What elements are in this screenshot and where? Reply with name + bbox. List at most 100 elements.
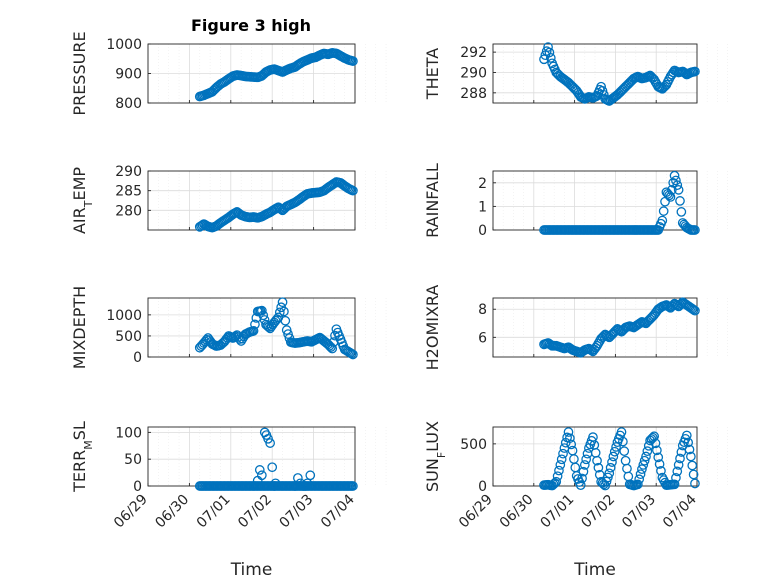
data-point (598, 479, 609, 490)
data-point (687, 460, 698, 471)
y-tick-label: 0 (478, 223, 487, 239)
y-tick-label: 800 (115, 96, 142, 112)
y-tick-label: 500 (115, 329, 142, 345)
axes-frame (147, 297, 356, 358)
data-point (690, 478, 700, 489)
y-tick-label: 288 (460, 86, 487, 102)
data-point (607, 457, 617, 467)
data-point (688, 304, 699, 315)
axes-frame (492, 426, 698, 487)
data-point (666, 185, 677, 195)
data-point (637, 464, 647, 474)
data-point (250, 319, 260, 330)
plot-area (148, 427, 355, 486)
data-point (325, 342, 336, 353)
data-point (688, 469, 699, 480)
data-point (570, 462, 581, 473)
subplot-6: 6 8 H2OMIXRA (423, 285, 728, 370)
data-point (675, 196, 685, 206)
data-point (279, 306, 289, 317)
data-point (548, 479, 559, 490)
data-point (265, 438, 275, 448)
data-point (608, 451, 619, 462)
data-point (258, 310, 269, 321)
data-point (554, 465, 564, 476)
y-tick-label: 8 (478, 302, 487, 318)
data-point (627, 480, 638, 491)
data-point (683, 437, 694, 448)
data-point (638, 460, 649, 470)
y-tick-label: 6 (478, 330, 487, 346)
data-point (254, 465, 265, 475)
data-point (597, 85, 608, 96)
y-axis-label: THETA (423, 48, 442, 100)
data-point (346, 348, 357, 359)
subplot-1: 800 900 1000 PRESSURE (70, 31, 387, 116)
subplot-2: 288 290 292 THETA (423, 42, 728, 106)
y-tick-label: 0 (478, 479, 487, 495)
data-point (639, 455, 650, 466)
data-point (649, 431, 660, 442)
y-tick-label: 1000 (106, 308, 142, 324)
data-point (585, 344, 596, 355)
data-point (578, 466, 589, 477)
data-point (656, 218, 666, 229)
y-tick-label: 1000 (106, 37, 142, 53)
data-point (346, 185, 357, 195)
data-point (618, 436, 628, 447)
data-point (672, 180, 683, 191)
data-point (643, 440, 654, 451)
data-point (675, 453, 685, 464)
data-point (597, 478, 608, 488)
data-point (577, 473, 587, 484)
y-tick-label: 290 (115, 164, 142, 180)
data-point (672, 466, 683, 477)
data-point (564, 433, 575, 444)
data-point (686, 451, 696, 462)
data-point (676, 207, 687, 217)
data-point (688, 66, 699, 77)
data-point (327, 343, 338, 354)
y-tick-label: 2 (478, 176, 487, 192)
data-point (631, 479, 642, 490)
y-axis-label: RAINFALL (423, 163, 442, 238)
data-point (619, 446, 630, 457)
data-point (673, 185, 684, 195)
y-tick-label: 100 (115, 425, 142, 441)
data-point (552, 471, 563, 482)
data-point (579, 460, 590, 470)
x-axis-label: Time (230, 560, 273, 580)
data-point (348, 349, 358, 360)
data-point (345, 347, 356, 358)
data-point (556, 454, 567, 465)
data-point (581, 454, 592, 465)
data-point (601, 330, 612, 341)
data-point (647, 432, 658, 443)
y-tick-label: 1 (478, 199, 487, 215)
axes-frame (147, 170, 356, 231)
data-point (566, 439, 577, 450)
y-tick-label: 290 (460, 65, 487, 81)
y-tick-label: 500 (460, 437, 487, 453)
data-point (270, 315, 281, 326)
data-point (664, 190, 674, 201)
data-point (642, 446, 653, 457)
data-point (671, 175, 681, 186)
data-point (634, 474, 645, 485)
data-point (650, 438, 661, 449)
y-tick-label: 900 (115, 67, 142, 83)
data-point (688, 225, 699, 235)
subplot-3: 280 285 290 AIRTEMP (70, 164, 387, 234)
axes-frame (492, 297, 698, 358)
data-point (256, 470, 267, 481)
data-point (330, 330, 340, 341)
data-point (544, 47, 555, 58)
data-point (641, 451, 651, 462)
data-point (669, 170, 680, 181)
data-point (665, 192, 676, 202)
data-point (613, 324, 624, 335)
data-point (601, 476, 612, 487)
figure-title: Figure 3 high (191, 16, 311, 35)
data-point (653, 452, 664, 463)
